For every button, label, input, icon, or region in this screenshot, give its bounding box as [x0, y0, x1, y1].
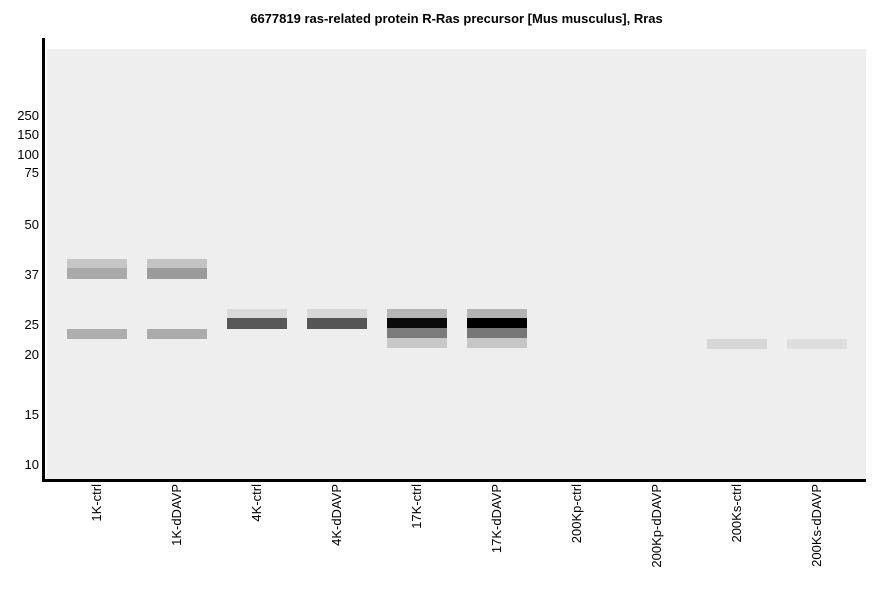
gel-band	[306, 309, 367, 318]
mw-tick-label-100: 100	[17, 147, 39, 162]
mw-tick-label-20: 20	[24, 347, 39, 362]
mw-tick-label-50: 50	[24, 217, 39, 232]
mw-tick-label-37: 37	[24, 267, 39, 282]
lane-label-1K-ctrl: 1K-ctrl	[88, 484, 104, 522]
gel-band	[226, 318, 287, 329]
gel-band	[386, 309, 447, 318]
mw-tick-label-15: 15	[24, 407, 39, 422]
y-axis-line	[42, 38, 45, 482]
mw-tick-label-150: 150	[17, 127, 39, 142]
gel-band	[466, 338, 527, 348]
gel-band	[306, 318, 367, 329]
gel-band	[466, 328, 527, 338]
gel-band	[466, 309, 527, 318]
gel-band	[386, 318, 447, 328]
mw-tick-label-250: 250	[17, 108, 39, 123]
gel-band	[66, 268, 127, 279]
lane-label-1K-dDAVP: 1K-dDAVP	[168, 484, 184, 546]
lane-label-200Ks-dDAVP: 200Ks-dDAVP	[808, 484, 824, 567]
gel-band	[146, 268, 207, 279]
gel-band	[146, 259, 207, 268]
gel-band	[786, 339, 847, 349]
lane-label-4K-ctrl: 4K-ctrl	[248, 484, 264, 522]
lane-label-200Ks-ctrl: 200Ks-ctrl	[728, 484, 744, 543]
lane-label-200Kp-dDAVP: 200Kp-dDAVP	[648, 484, 664, 568]
gel-band	[386, 338, 447, 348]
lane-label-200Kp-ctrl: 200Kp-ctrl	[568, 484, 584, 544]
gel-band	[706, 339, 767, 349]
lane-label-4K-dDAVP: 4K-dDAVP	[328, 484, 344, 546]
lane-label-17K-dDAVP: 17K-dDAVP	[488, 484, 504, 554]
gel-band	[66, 329, 127, 339]
gel-band	[66, 259, 127, 268]
x-axis-line	[42, 479, 866, 482]
gel-band	[226, 309, 287, 318]
mw-tick-label-25: 25	[24, 317, 39, 332]
gel-band	[386, 328, 447, 338]
mw-tick-label-10: 10	[24, 457, 39, 472]
lane-label-17K-ctrl: 17K-ctrl	[408, 484, 424, 529]
gel-band	[146, 329, 207, 339]
gel-band	[466, 318, 527, 328]
mw-tick-label-75: 75	[24, 165, 39, 180]
figure-title: 6677819 ras-related protein R-Ras precur…	[250, 11, 663, 26]
